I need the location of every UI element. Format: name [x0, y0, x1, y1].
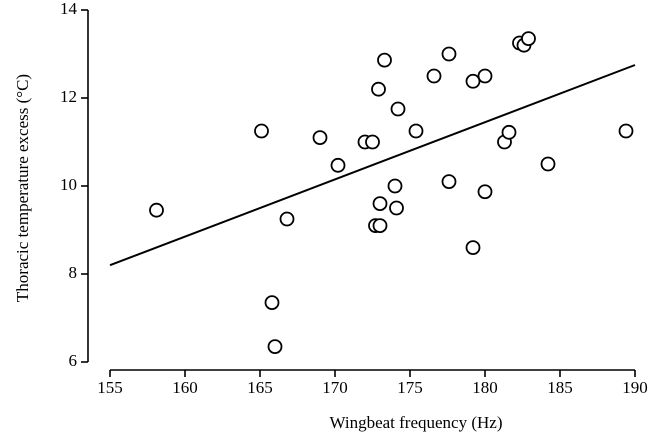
point: [264, 295, 280, 311]
x-axis-title: Wingbeat frequency (Hz): [329, 413, 502, 432]
point: [465, 73, 481, 89]
y-tick-label: 8: [69, 263, 78, 282]
x-tick-label: 185: [547, 378, 573, 397]
point: [477, 68, 493, 84]
point: [267, 339, 283, 355]
y-tick-label: 12: [60, 87, 77, 106]
point: [330, 157, 346, 173]
y-tick-label: 14: [60, 0, 78, 18]
point: [389, 200, 404, 216]
x-tick-label: 165: [247, 378, 273, 397]
y-tick-label: 6: [69, 351, 78, 370]
x-tick-label: 155: [97, 378, 123, 397]
point: [477, 184, 493, 200]
point: [521, 31, 536, 46]
x-tick-label: 175: [397, 378, 423, 397]
x-tick-label: 160: [172, 378, 198, 397]
point: [540, 156, 556, 172]
point: [441, 174, 457, 190]
x-tick-label: 170: [322, 378, 348, 397]
point: [254, 123, 269, 139]
point: [465, 240, 481, 256]
point: [441, 46, 457, 62]
point: [618, 123, 634, 139]
y-axis-title: Thoracic temperature excess (°C): [13, 74, 32, 302]
x-tick-label: 190: [622, 378, 648, 397]
point: [372, 218, 388, 234]
point: [371, 81, 386, 97]
point: [501, 124, 517, 140]
fit-line: [109, 64, 636, 267]
point: [408, 123, 424, 139]
point: [426, 68, 442, 84]
point: [377, 52, 392, 68]
point: [312, 130, 328, 146]
point: [372, 196, 388, 212]
point: [149, 202, 164, 218]
x-tick-label: 180: [472, 378, 498, 397]
point: [387, 178, 403, 194]
point: [390, 101, 406, 117]
point: [365, 134, 380, 150]
y-tick-label: 10: [60, 175, 77, 194]
point: [279, 211, 295, 227]
